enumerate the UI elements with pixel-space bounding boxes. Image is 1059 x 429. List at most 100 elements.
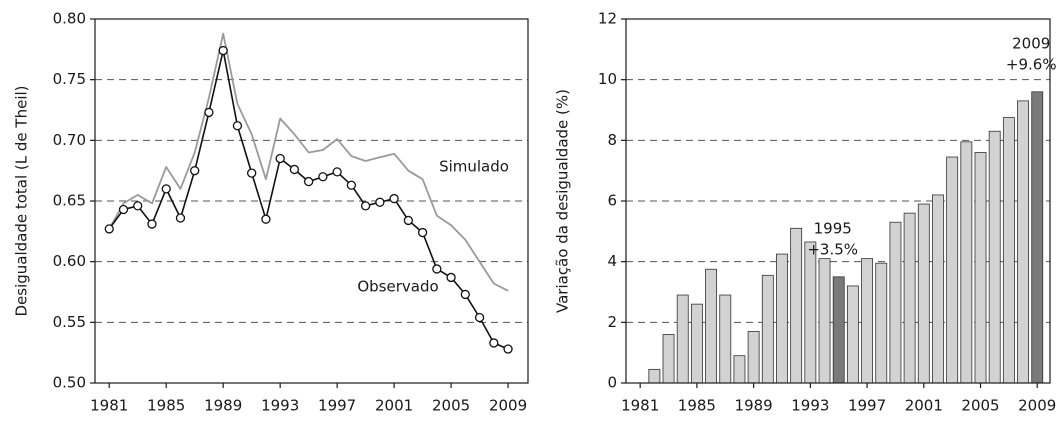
bar [733, 355, 746, 384]
data-point [417, 227, 428, 238]
series-line [108, 49, 509, 350]
bar [690, 303, 703, 384]
bar [818, 258, 831, 384]
bar [875, 262, 888, 384]
data-point [304, 176, 314, 187]
x-tick-label: 2005 [961, 397, 999, 415]
data-point [460, 289, 470, 300]
data-point [147, 219, 157, 229]
bar [889, 221, 902, 384]
bar [932, 194, 944, 384]
y-tick-label: 0.80 [53, 10, 86, 28]
data-point [446, 272, 456, 283]
annotation: +3.5% [807, 240, 858, 258]
bar [861, 258, 874, 384]
data-point [360, 201, 371, 211]
series-line [108, 32, 509, 292]
data-point [261, 214, 271, 224]
data-point [474, 312, 485, 323]
plot-frame [94, 18, 529, 384]
annotation: 2009 [1012, 34, 1050, 52]
chart-panel: 0.50 0.55 0.60 0.65 0.70 0.75 0.80 1981 1985 1989… [13, 10, 529, 415]
data-point [275, 153, 285, 164]
x-tick-label: 1989 [204, 397, 242, 415]
bar [747, 331, 760, 384]
data-point [403, 215, 414, 226]
x-tick-label: 1997 [848, 397, 886, 415]
y-tick-label: 0.60 [53, 252, 86, 270]
bar [960, 141, 973, 384]
bar [662, 334, 675, 384]
y-axis-label: Variação da desigualdade (%) [554, 89, 572, 313]
annotation: +9.6% [1006, 55, 1057, 73]
y-axis-label: Desigualdade total (L de Theil) [13, 85, 31, 316]
y-tick-label: 2 [607, 313, 617, 331]
x-tick-label: 2009 [1018, 397, 1056, 415]
data-point [432, 264, 442, 274]
y-tick-label: 0.55 [53, 313, 86, 331]
series-label: Observado [357, 278, 438, 296]
data-point [133, 201, 143, 211]
x-tick-label: 1993 [791, 397, 829, 415]
data-point [318, 172, 328, 182]
plot-frame [625, 18, 1051, 384]
bar [917, 203, 930, 384]
x-tick-label: 1985 [147, 397, 185, 415]
bar [676, 294, 689, 384]
data-point [489, 338, 499, 348]
y-tick-label: 0.70 [53, 131, 86, 149]
data-point [375, 197, 385, 207]
data-point [289, 164, 300, 175]
data-point [190, 166, 200, 176]
bar [1002, 117, 1015, 384]
y-tick-label: 0 [607, 374, 617, 392]
x-tick-label: 2009 [489, 397, 527, 415]
data-point [247, 168, 257, 178]
data-point [104, 224, 114, 234]
data-point [346, 180, 357, 190]
x-tick-label: 2005 [432, 397, 470, 415]
data-point [332, 167, 342, 177]
bar [903, 212, 916, 384]
data-point [175, 213, 186, 223]
data-point [232, 121, 243, 131]
y-tick-label: 0.75 [53, 70, 86, 88]
bar [804, 241, 817, 384]
annotation: 1995 [814, 219, 852, 237]
y-tick-label: 4 [607, 252, 617, 270]
x-tick-label: 1985 [678, 397, 716, 415]
bar [719, 294, 732, 384]
x-tick-label: 2001 [905, 397, 943, 415]
x-tick-label: 1997 [318, 397, 356, 415]
bar [790, 227, 803, 384]
data-point [161, 184, 171, 194]
x-tick-label: 1981 [621, 397, 659, 415]
series-label: Simulado [439, 158, 509, 176]
data-point [218, 45, 228, 56]
bar [832, 276, 845, 384]
bar [846, 285, 859, 384]
bar [1017, 100, 1029, 384]
data-point [118, 204, 129, 215]
y-tick-label: 6 [607, 192, 617, 210]
bar [988, 130, 1001, 384]
data-point [503, 344, 513, 354]
y-tick-label: 10 [598, 70, 617, 88]
bar [705, 268, 718, 384]
bar [1031, 91, 1044, 384]
chart-panel: 0 2 4 6 8 10 12 1981 1985 1989 1993 1997 2001 2005 200… [554, 10, 1057, 415]
bar [761, 274, 774, 384]
data-point [204, 107, 214, 118]
y-tick-label: 12 [598, 10, 617, 28]
y-tick-label: 0.50 [53, 374, 86, 392]
bar [648, 368, 661, 384]
y-tick-label: 8 [607, 131, 617, 149]
bar [974, 152, 987, 384]
x-tick-label: 1993 [261, 397, 299, 415]
bar [776, 253, 788, 384]
bar [946, 156, 959, 384]
x-tick-label: 1989 [735, 397, 773, 415]
y-tick-label: 0.65 [53, 192, 86, 210]
x-tick-label: 1981 [90, 397, 128, 415]
